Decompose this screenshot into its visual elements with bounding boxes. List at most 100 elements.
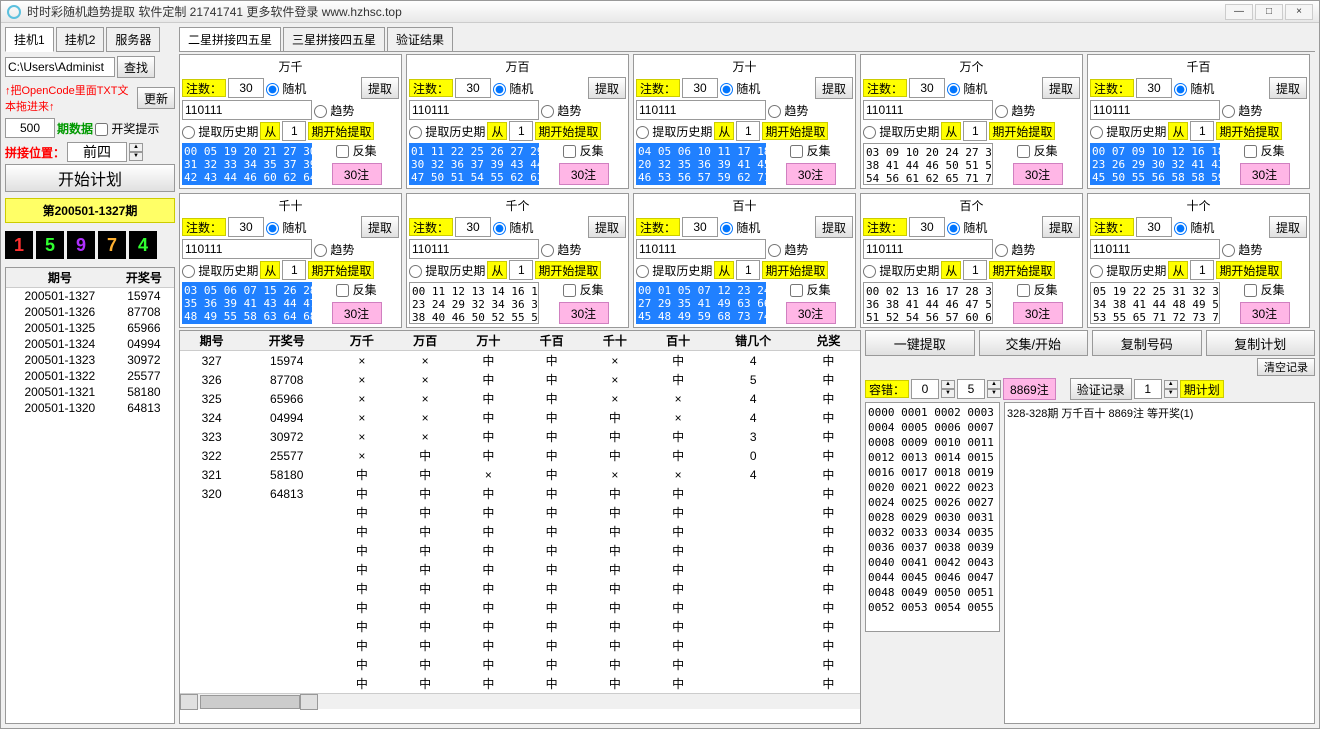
maximize-button[interactable]: □ [1255, 4, 1283, 20]
random-radio[interactable]: 随机 [947, 219, 987, 236]
from-input[interactable] [282, 121, 306, 141]
trend-radio[interactable]: 趋势 [314, 102, 354, 119]
trend-radio[interactable]: 趋势 [995, 102, 1035, 119]
bet30-button[interactable]: 30注 [559, 163, 609, 185]
trend-radio[interactable]: 趋势 [1222, 102, 1262, 119]
verify-log-button[interactable]: 验证记录 [1070, 378, 1132, 400]
random-radio[interactable]: 随机 [266, 219, 306, 236]
start-extract-button[interactable]: 期开始提取 [762, 261, 828, 279]
bet30-button[interactable]: 30注 [786, 302, 836, 324]
left-tab-2[interactable]: 服务器 [106, 27, 160, 52]
code-input[interactable] [1090, 100, 1220, 120]
bet30-button[interactable]: 30注 [1013, 163, 1063, 185]
top-tab-1[interactable]: 三星拼接四五星 [283, 27, 385, 51]
start-extract-button[interactable]: 期开始提取 [535, 261, 601, 279]
bet-count-button[interactable]: 8869注 [1003, 378, 1056, 400]
count-input[interactable] [228, 217, 264, 237]
start-extract-button[interactable]: 期开始提取 [535, 122, 601, 140]
verify-n-input[interactable] [1134, 379, 1162, 399]
hist-period-radio[interactable]: 提取历史期 [1090, 262, 1166, 279]
start-extract-button[interactable]: 期开始提取 [989, 261, 1055, 279]
find-button[interactable]: 查找 [117, 56, 155, 78]
action-button[interactable]: 复制计划 [1206, 330, 1316, 356]
action-button[interactable]: 一键提取 [865, 330, 975, 356]
code-input[interactable] [636, 100, 766, 120]
inverse-toggle[interactable]: 反集 [1017, 281, 1057, 298]
extract-button[interactable]: 提取 [1269, 77, 1307, 99]
start-extract-button[interactable]: 期开始提取 [308, 122, 374, 140]
start-plan-button[interactable]: 开始计划 [5, 164, 175, 192]
random-radio[interactable]: 随机 [720, 80, 760, 97]
inverse-toggle[interactable]: 反集 [336, 142, 376, 159]
inverse-toggle[interactable]: 反集 [790, 142, 830, 159]
inverse-toggle[interactable]: 反集 [1244, 281, 1284, 298]
codes-list[interactable]: 0000 0001 0002 0003 0004 0005 0006 0007 … [865, 402, 1000, 632]
count-input[interactable] [455, 78, 491, 98]
from-input[interactable] [282, 260, 306, 280]
extract-button[interactable]: 提取 [588, 77, 626, 99]
inverse-toggle[interactable]: 反集 [1017, 142, 1057, 159]
count-input[interactable] [1136, 78, 1172, 98]
random-radio[interactable]: 随机 [266, 80, 306, 97]
start-extract-button[interactable]: 期开始提取 [308, 261, 374, 279]
inverse-toggle[interactable]: 反集 [563, 281, 603, 298]
left-tab-1[interactable]: 挂机2 [56, 27, 105, 52]
left-tab-0[interactable]: 挂机1 [5, 27, 54, 52]
hist-period-radio[interactable]: 提取历史期 [409, 262, 485, 279]
trend-radio[interactable]: 趋势 [768, 102, 808, 119]
random-radio[interactable]: 随机 [493, 80, 533, 97]
random-radio[interactable]: 随机 [493, 219, 533, 236]
action-button[interactable]: 复制号码 [1092, 330, 1202, 356]
count-input[interactable] [1136, 217, 1172, 237]
prize-hint-toggle[interactable]: 开奖提示 [95, 120, 159, 137]
start-extract-button[interactable]: 期开始提取 [1216, 122, 1282, 140]
random-radio[interactable]: 随机 [720, 219, 760, 236]
hist-period-radio[interactable]: 提取历史期 [863, 123, 939, 140]
pos-value[interactable] [67, 142, 127, 162]
extract-button[interactable]: 提取 [815, 216, 853, 238]
verify-n-spinner[interactable]: ▲▼ [1164, 380, 1178, 398]
bet30-button[interactable]: 30注 [1013, 302, 1063, 324]
hist-period-radio[interactable]: 提取历史期 [863, 262, 939, 279]
inverse-toggle[interactable]: 反集 [1244, 142, 1284, 159]
err-b-input[interactable] [957, 379, 985, 399]
extract-button[interactable]: 提取 [361, 77, 399, 99]
err-a-input[interactable] [911, 379, 939, 399]
from-input[interactable] [736, 260, 760, 280]
extract-button[interactable]: 提取 [1042, 216, 1080, 238]
random-radio[interactable]: 随机 [1174, 80, 1214, 97]
from-input[interactable] [1190, 260, 1214, 280]
extract-button[interactable]: 提取 [815, 77, 853, 99]
random-radio[interactable]: 随机 [947, 80, 987, 97]
bet30-button[interactable]: 30注 [559, 302, 609, 324]
result-scrollbar[interactable] [180, 693, 860, 709]
code-input[interactable] [1090, 239, 1220, 259]
count-input[interactable] [909, 78, 945, 98]
action-button[interactable]: 交集/开始 [979, 330, 1089, 356]
bet30-button[interactable]: 30注 [786, 163, 836, 185]
extract-button[interactable]: 提取 [361, 216, 399, 238]
pos-spinner[interactable]: ▲▼ [129, 143, 143, 161]
trend-radio[interactable]: 趋势 [768, 241, 808, 258]
extract-button[interactable]: 提取 [1269, 216, 1307, 238]
from-input[interactable] [509, 260, 533, 280]
minimize-button[interactable]: — [1225, 4, 1253, 20]
code-input[interactable] [863, 100, 993, 120]
bet30-button[interactable]: 30注 [332, 163, 382, 185]
count-input[interactable] [682, 217, 718, 237]
from-input[interactable] [509, 121, 533, 141]
top-tab-0[interactable]: 二星拼接四五星 [179, 27, 281, 51]
hist-period-radio[interactable]: 提取历史期 [182, 123, 258, 140]
count-input[interactable] [228, 78, 264, 98]
extract-button[interactable]: 提取 [1042, 77, 1080, 99]
from-input[interactable] [736, 121, 760, 141]
path-input[interactable] [5, 57, 115, 77]
inverse-toggle[interactable]: 反集 [336, 281, 376, 298]
trend-radio[interactable]: 趋势 [314, 241, 354, 258]
extract-button[interactable]: 提取 [588, 216, 626, 238]
trend-radio[interactable]: 趋势 [995, 241, 1035, 258]
hist-period-radio[interactable]: 提取历史期 [636, 123, 712, 140]
trend-radio[interactable]: 趋势 [541, 241, 581, 258]
start-extract-button[interactable]: 期开始提取 [989, 122, 1055, 140]
code-input[interactable] [863, 239, 993, 259]
